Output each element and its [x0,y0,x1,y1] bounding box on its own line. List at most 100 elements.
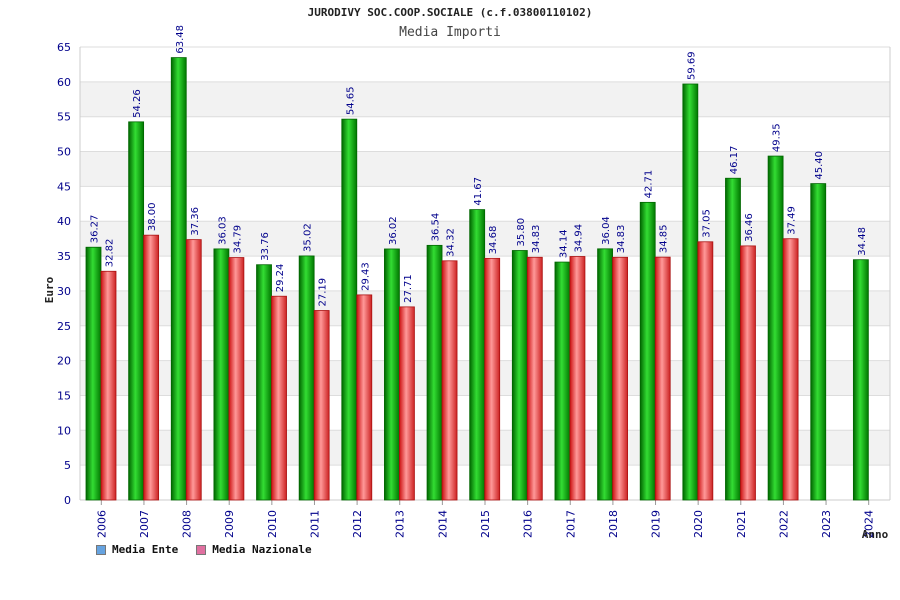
data-label: 35.80 [516,218,527,247]
x-tick-label: 2012 [351,510,364,538]
x-tick-label: 2016 [522,510,535,538]
bar-media-ente [852,259,869,501]
bar-media-ente [597,248,613,501]
data-label: 36.02 [388,216,399,245]
data-label: 34.68 [488,226,499,255]
chart-title: JURODIVY SOC.COOP.SOCIALE (c.f.038001101… [307,6,593,19]
y-tick-label: 35 [57,250,71,263]
y-tick-label: 40 [57,215,71,228]
y-tick-label: 65 [57,41,71,54]
bar-media-ente [767,155,784,501]
bar-media-nazionale [782,238,799,501]
bar-media-ente [85,246,102,501]
x-tick-label: 2008 [181,510,194,538]
data-label: 29.24 [275,264,286,293]
data-label: 34.94 [573,224,584,253]
x-tick-label: 2021 [735,510,748,538]
bar-media-ente [682,83,699,501]
bar-media-nazionale [143,234,160,501]
x-tick-label: 2017 [564,510,577,538]
data-label: 54.65 [345,86,356,115]
x-tick-label: 2013 [394,510,407,538]
legend-swatch-media-ente [96,544,106,555]
data-label: 34.83 [531,225,542,254]
grid-band [80,151,890,187]
legend-label-media-ente: Media Ente [112,543,179,556]
bar-media-nazionale [100,270,117,501]
bar-media-nazionale [569,256,586,501]
bar-media-ente [639,201,656,501]
legend: Media Ente Media Nazionale [96,543,312,556]
x-tick-label: 2011 [308,510,321,538]
y-axis-title: Euro [43,276,56,303]
bar-media-ente [554,261,571,501]
bar-media-ente [213,248,230,501]
data-label: 63.48 [175,25,186,54]
bar-media-ente [511,250,528,501]
chart-subtitle: Media Importi [399,25,501,40]
x-tick-label: 2020 [692,510,705,538]
legend-swatch-media-nazionale [196,544,207,555]
y-tick-label: 50 [57,146,71,159]
data-label: 32.82 [105,239,116,268]
data-label: 42.71 [644,170,655,199]
x-tick-label: 2014 [436,510,449,538]
bar-media-ente [341,118,358,501]
y-tick-label: 0 [64,494,71,507]
x-tick-label: 2024 [863,510,876,538]
data-label: 33.76 [260,232,271,261]
data-label: 34.79 [232,225,243,254]
bar-media-nazionale [271,295,287,501]
data-label: 34.83 [616,225,627,254]
data-label: 59.69 [686,51,697,80]
y-tick-label: 15 [57,389,71,402]
data-label: 46.17 [729,146,740,175]
data-label: 36.54 [431,213,442,242]
data-label: 34.14 [558,229,569,258]
bar-media-ente [170,57,187,501]
y-tick-label: 20 [57,355,71,368]
data-label: 37.36 [190,207,201,236]
bar-media-nazionale [185,239,202,501]
data-label: 38.00 [147,203,158,232]
y-tick-label: 45 [57,180,71,193]
data-label: 27.19 [318,278,329,307]
y-tick-label: 30 [57,285,71,298]
bar-media-nazionale [484,257,501,501]
legend-item-media-nazionale: Media Nazionale [196,543,312,556]
bar-media-nazionale [356,294,373,501]
bar-media-nazionale [399,306,415,501]
data-label: 34.85 [659,224,670,253]
x-tick-label: 2006 [95,510,108,538]
bar-media-nazionale [441,260,458,501]
data-label: 54.26 [132,89,143,118]
bar-media-ente [469,209,486,501]
bar-media-ente [810,183,827,501]
data-label: 36.46 [744,213,755,242]
data-label: 37.49 [787,206,798,235]
x-tick-label: 2019 [650,510,663,538]
x-tick-label: 2007 [138,510,151,538]
bar-media-nazionale [526,256,543,501]
bar-media-ente [384,248,400,501]
bar-media-nazionale [313,310,330,501]
data-label: 34.32 [446,228,457,257]
bar-media-nazionale [654,256,671,501]
bar-media-ente [426,244,443,501]
data-label: 41.67 [473,177,484,206]
data-label: 37.05 [701,209,712,238]
bar-media-ente [725,177,741,501]
y-tick-label: 55 [57,111,71,124]
data-label: 29.43 [360,262,371,291]
bar-media-nazionale [697,241,714,501]
bar-media-nazionale [740,245,756,501]
x-tick-label: 2015 [479,510,492,538]
data-label: 35.02 [303,223,314,252]
data-label: 49.35 [772,123,783,152]
y-tick-label: 10 [57,424,71,437]
data-label: 36.27 [90,215,101,244]
bar-media-ente [298,255,315,501]
bar-media-nazionale [228,257,245,501]
y-tick-label: 25 [57,320,71,333]
